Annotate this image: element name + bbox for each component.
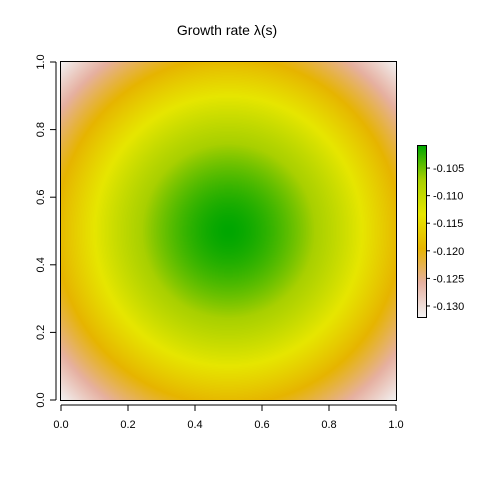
x-tick-label: 0.8: [321, 419, 336, 431]
y-tick-label: 0.0: [35, 392, 47, 407]
colorbar-tick-label: -0.115: [433, 218, 463, 230]
colorbar-tick-label: -0.130: [433, 301, 464, 313]
colorbar-tick-label: -0.120: [433, 246, 464, 258]
colorbar-tick-label: -0.105: [433, 163, 464, 175]
colorbar: -0.105 -0.110 -0.115 -0.120 -0.125 -0.130: [417, 145, 464, 318]
y-tick-label: 0.8: [35, 122, 47, 137]
x-tick-label: 0.4: [187, 419, 202, 431]
colorbar-gradient: [418, 146, 426, 317]
colorbar-tick-label: -0.125: [433, 273, 464, 285]
y-tick-label: 1.0: [35, 54, 47, 69]
plot-area: [60, 61, 397, 401]
y-tick-label: 0.4: [35, 257, 47, 272]
heatmap-image: [61, 62, 396, 400]
colorbar-tick-label: -0.110: [433, 191, 463, 203]
x-tick-label: 0.0: [53, 419, 68, 431]
y-tick-label: 0.2: [35, 325, 47, 340]
chart-title: Growth rate λ(s): [177, 22, 277, 38]
x-tick-label: 1.0: [388, 419, 403, 431]
colorbar-border: [417, 145, 427, 318]
y-tick-label: 0.6: [35, 190, 47, 205]
x-axis: 0.0 0.2 0.4 0.6 0.8 1.0: [53, 404, 404, 431]
x-tick-label: 0.2: [120, 419, 135, 431]
y-axis: 0.0 0.2 0.4 0.6 0.8 1.0: [35, 54, 57, 408]
plot-border: [60, 61, 397, 401]
x-tick-label: 0.6: [254, 419, 269, 431]
